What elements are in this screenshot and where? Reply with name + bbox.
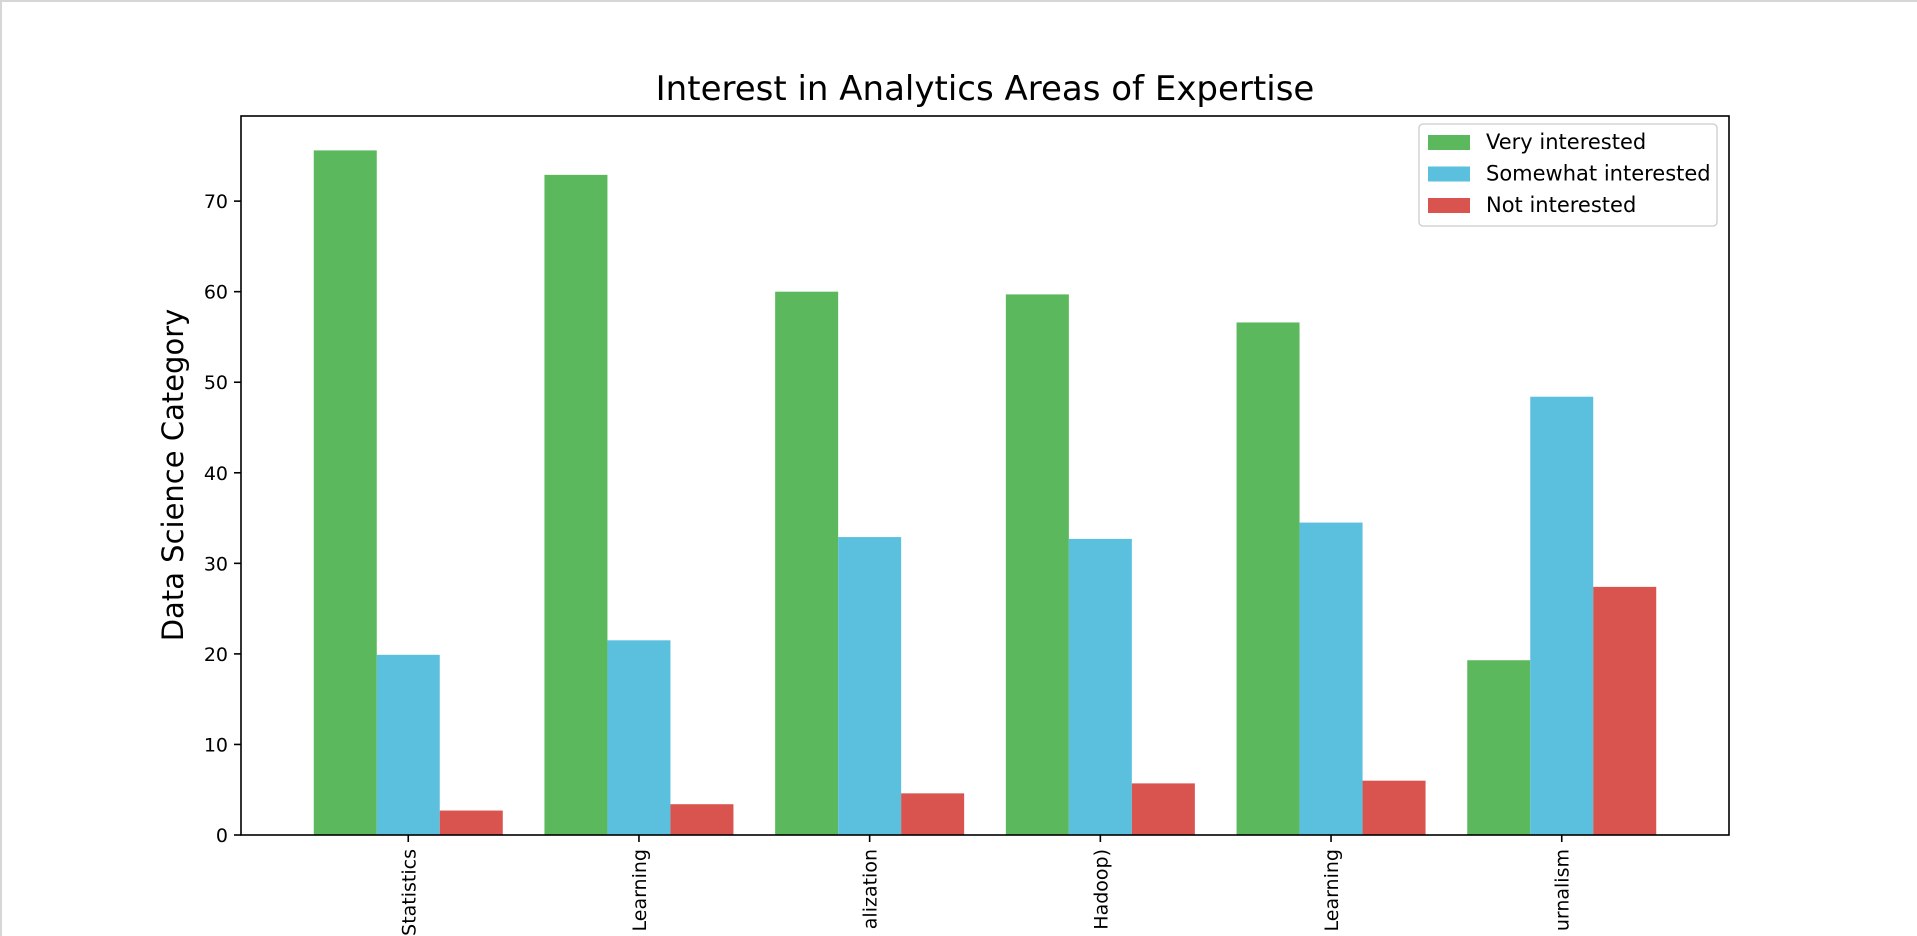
- legend-label: Very interested: [1486, 130, 1646, 154]
- legend-swatch: [1428, 198, 1470, 213]
- x-tick-label: Learning: [1321, 849, 1343, 932]
- bar-somewhat-interested-4: [1068, 538, 1132, 835]
- y-tick-label: 10: [204, 734, 228, 756]
- x-tick-label: urnalism: [1552, 849, 1574, 931]
- y-tick-label: 70: [204, 191, 228, 213]
- y-axis: 0 10 20 30 40 50 60 70: [204, 191, 241, 847]
- bar-very-interested-1: [313, 150, 377, 835]
- y-tick-label: 30: [204, 553, 228, 575]
- y-axis-label: Data Science Category: [156, 309, 190, 642]
- bar-not-interested-6: [1593, 586, 1657, 835]
- chart-title: Interest in Analytics Areas of Expertise: [656, 69, 1315, 109]
- plot-area: [240, 115, 1730, 836]
- bar-very-interested-2: [544, 174, 608, 836]
- bar-not-interested-1: [439, 810, 503, 835]
- x-axis: Statistics Learning alization Hadoop) Learni…: [398, 835, 1574, 936]
- legend-swatch: [1428, 166, 1470, 182]
- bar-not-interested-4: [1131, 783, 1195, 835]
- x-tick-label: Statistics: [398, 849, 420, 936]
- y-tick-label: 40: [204, 463, 228, 485]
- bar-very-interested-3: [775, 291, 839, 835]
- bar-very-interested-6: [1467, 660, 1531, 835]
- bars-group: [313, 150, 1657, 836]
- bar-not-interested-5: [1362, 780, 1426, 835]
- y-tick-label: 20: [204, 644, 228, 666]
- bar-somewhat-interested-1: [376, 654, 440, 835]
- y-tick-label: 0: [216, 825, 228, 847]
- legend-box: [1418, 123, 1718, 227]
- legend-swatch: [1428, 135, 1470, 150]
- bar-not-interested-3: [901, 793, 965, 835]
- y-tick-label: 60: [204, 282, 228, 304]
- x-tick-label: Hadoop): [1090, 849, 1112, 930]
- bar-not-interested-2: [670, 804, 734, 835]
- bar-somewhat-interested-2: [607, 640, 671, 835]
- bar-somewhat-interested-6: [1530, 396, 1594, 835]
- y-tick-label: 50: [204, 372, 228, 394]
- bar-very-interested-4: [1005, 294, 1069, 835]
- bar-somewhat-interested-5: [1299, 522, 1363, 835]
- x-tick-label: alization: [860, 849, 882, 929]
- x-tick-label: Learning: [629, 849, 651, 932]
- bar-very-interested-5: [1236, 322, 1300, 836]
- legend-label: Somewhat interested: [1486, 162, 1711, 186]
- legend-label: Not interested: [1486, 193, 1636, 217]
- bar-somewhat-interested-3: [838, 537, 902, 835]
- legend: Very interested Somewhat interested Not in…: [1418, 123, 1718, 227]
